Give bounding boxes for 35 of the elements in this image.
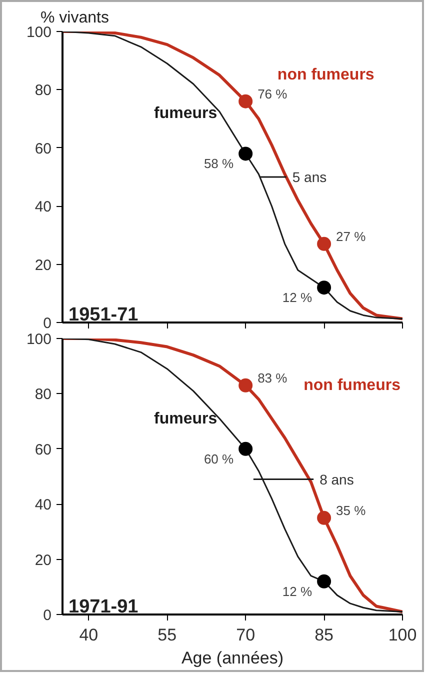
x-tick-label: 85 (314, 626, 334, 644)
data-label: 83 % (258, 370, 288, 386)
data-label: 76 % (258, 86, 288, 102)
y-tick-label: 60 (34, 441, 52, 458)
y-tick-label: 40 (34, 496, 52, 514)
text: non fumeurs (277, 66, 374, 84)
y-tick-label: 60 (34, 140, 52, 158)
y-tick-label: 40 (34, 198, 52, 216)
series-label: fumeurs (154, 105, 218, 122)
series-label: 8 ans (320, 471, 354, 488)
y-tick-label: 0 (43, 607, 52, 624)
y-tick-label: 0 (43, 315, 52, 332)
data-label: 12 % (282, 584, 312, 599)
series-label: 5 ans (292, 169, 327, 185)
y-tick-label: 20 (34, 552, 52, 569)
data-label: 35 % (336, 502, 366, 518)
data-label: 12 % (282, 290, 312, 306)
y-tick-label: 100 (26, 24, 52, 41)
y-tick-label: 20 (34, 256, 52, 274)
y-tick-label: 80 (34, 82, 52, 100)
data-label: 60 % (204, 451, 234, 466)
x-axis-title: Age (années) (181, 648, 284, 668)
data-label: 27 % (336, 228, 366, 244)
x-tick-label: 100 (388, 626, 417, 644)
y-tick-label: 100 (26, 331, 52, 348)
data-label: 58 % (204, 156, 234, 172)
x-tick-label: 70 (236, 626, 256, 644)
x-tick-label: 55 (158, 626, 177, 644)
y-axis-title: % vivants (40, 10, 109, 26)
text: 1971-91 (68, 596, 139, 618)
x-tick-label: 40 (79, 626, 98, 644)
text: 1951-71 (68, 304, 139, 326)
series-label: fumeurs (154, 410, 218, 428)
y-tick-label: 80 (34, 386, 52, 404)
text: non fumeurs (304, 376, 401, 394)
